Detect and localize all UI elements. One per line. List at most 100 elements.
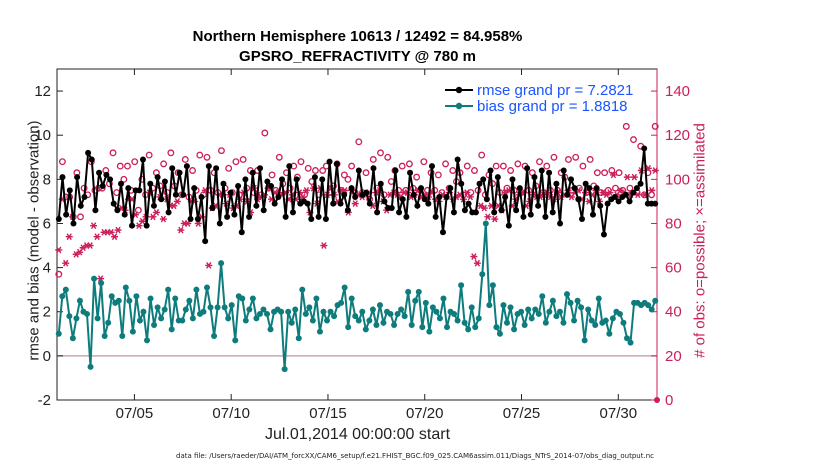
bias-series-point [239, 295, 246, 302]
bias-series-point [62, 286, 69, 293]
bias-series-point [316, 328, 323, 335]
rmse-series-point [432, 213, 439, 220]
rmse-series-point [224, 213, 231, 220]
rmse-series-point [483, 196, 490, 203]
y2-tick-label: 120 [665, 127, 690, 144]
bias-series-point [165, 286, 172, 293]
possible-obs-point [442, 160, 450, 168]
rmse-series-point [308, 216, 315, 223]
rmse-series-point [622, 191, 629, 198]
bias-series-point [588, 317, 595, 324]
rmse-series-point [579, 216, 585, 223]
rmse-series-point [531, 174, 538, 181]
possible-obs-point [109, 149, 117, 157]
rmse-series-point [392, 167, 399, 174]
rmse-series-point [524, 165, 531, 172]
possible-obs-point [550, 153, 558, 161]
bias-series-point [218, 260, 225, 267]
rmse-series-point [319, 176, 326, 183]
possible-obs-point [405, 160, 413, 168]
chart-subtitle: GPSRO_REFRACTIVITY @ 780 m [239, 48, 476, 65]
y2-tick-label: 140 [665, 83, 690, 100]
rmse-series-point [557, 220, 564, 227]
bias-series-point [429, 304, 436, 311]
rmse-series-point [143, 222, 150, 229]
bias-series-point [98, 280, 105, 287]
rmse-series-point [516, 185, 523, 192]
rmse-series-point [381, 198, 388, 205]
bias-series-point [246, 306, 253, 313]
rmse-series-point [538, 167, 545, 174]
bias-series-point [264, 310, 270, 317]
rmse-series-point [513, 207, 520, 214]
possible-obs-point [311, 167, 319, 174]
y-tick-label: 10 [34, 127, 51, 144]
assimilated-obs-point [90, 222, 98, 230]
rmse-series-point [363, 189, 370, 196]
bias-series-point [278, 308, 285, 315]
rmse-series-point [293, 176, 300, 183]
bias-series-point [436, 315, 443, 322]
rmse-series-point [535, 202, 542, 209]
bias-series-point [549, 297, 556, 304]
bias-series-point [147, 295, 154, 302]
x-tick-label: 07/10 [212, 405, 250, 422]
rmse-series-point [114, 207, 121, 214]
bias-series-point [366, 317, 373, 324]
bias-series-point [528, 315, 535, 322]
possible-obs-point [189, 167, 196, 174]
rmse-series-point [110, 200, 117, 207]
x-axis-label: Jul.01,2014 00:00:00 start [264, 426, 451, 443]
bias-series-point [489, 282, 496, 289]
possible-obs-point [218, 147, 225, 155]
bias-series-point [564, 291, 570, 298]
possible-obs-point [319, 167, 327, 174]
bias-series-point [260, 306, 267, 313]
rmse-series-point [505, 222, 512, 229]
possible-obs-point [463, 162, 471, 170]
bias-series-point [348, 295, 355, 302]
bias-series-point [154, 304, 161, 311]
bias-series-point [55, 330, 62, 337]
bias-series-point [472, 324, 479, 331]
bias-series-point [444, 324, 450, 331]
assimilated-obs-point [470, 253, 478, 260]
rmse-series-point [194, 216, 201, 223]
rmse-series-point [450, 209, 457, 216]
x-tick-label: 07/20 [406, 405, 444, 422]
rmse-series-point [461, 207, 468, 214]
bias-series-point [256, 310, 263, 317]
bias-series-point [91, 275, 98, 282]
bias-series-point [151, 321, 158, 328]
possible-obs-point [55, 270, 63, 278]
bias-series-point [324, 317, 330, 324]
rmse-series-point [282, 213, 289, 220]
bias-series-point [345, 324, 352, 331]
y2-tick-label: 100 [665, 171, 690, 188]
data-file-footnote: data file: /Users/raeder/DAI/ATM_forcXX/… [176, 452, 654, 460]
possible-obs-point [615, 169, 623, 177]
rmse-series-point [571, 185, 578, 192]
rmse-series-point [271, 200, 278, 207]
bias-series-point [373, 321, 380, 328]
rmse-series-point [125, 185, 132, 192]
y2-origin-marker [654, 397, 660, 403]
bias-series-point [454, 317, 461, 324]
possible-obs-point [622, 122, 630, 130]
rmse-series-point [589, 211, 596, 218]
assimilated-obs-point [55, 246, 63, 254]
rmse-series-point [403, 213, 410, 220]
assimilated-obs-point [114, 226, 122, 234]
possible-obs-point [134, 206, 142, 214]
possible-obs-point [239, 156, 247, 163]
assimilated-obs-point [65, 233, 73, 241]
rmse-series-point [268, 182, 275, 189]
rmse-series-point [191, 185, 198, 192]
possible-obs-point [116, 162, 124, 170]
assimilated-obs-point [320, 242, 328, 249]
bias-series-point [560, 319, 567, 326]
bias-series-point [458, 282, 465, 289]
rmse-series-point [242, 176, 249, 183]
rmse-series-point [205, 163, 212, 170]
rmse-series-point [527, 211, 534, 218]
